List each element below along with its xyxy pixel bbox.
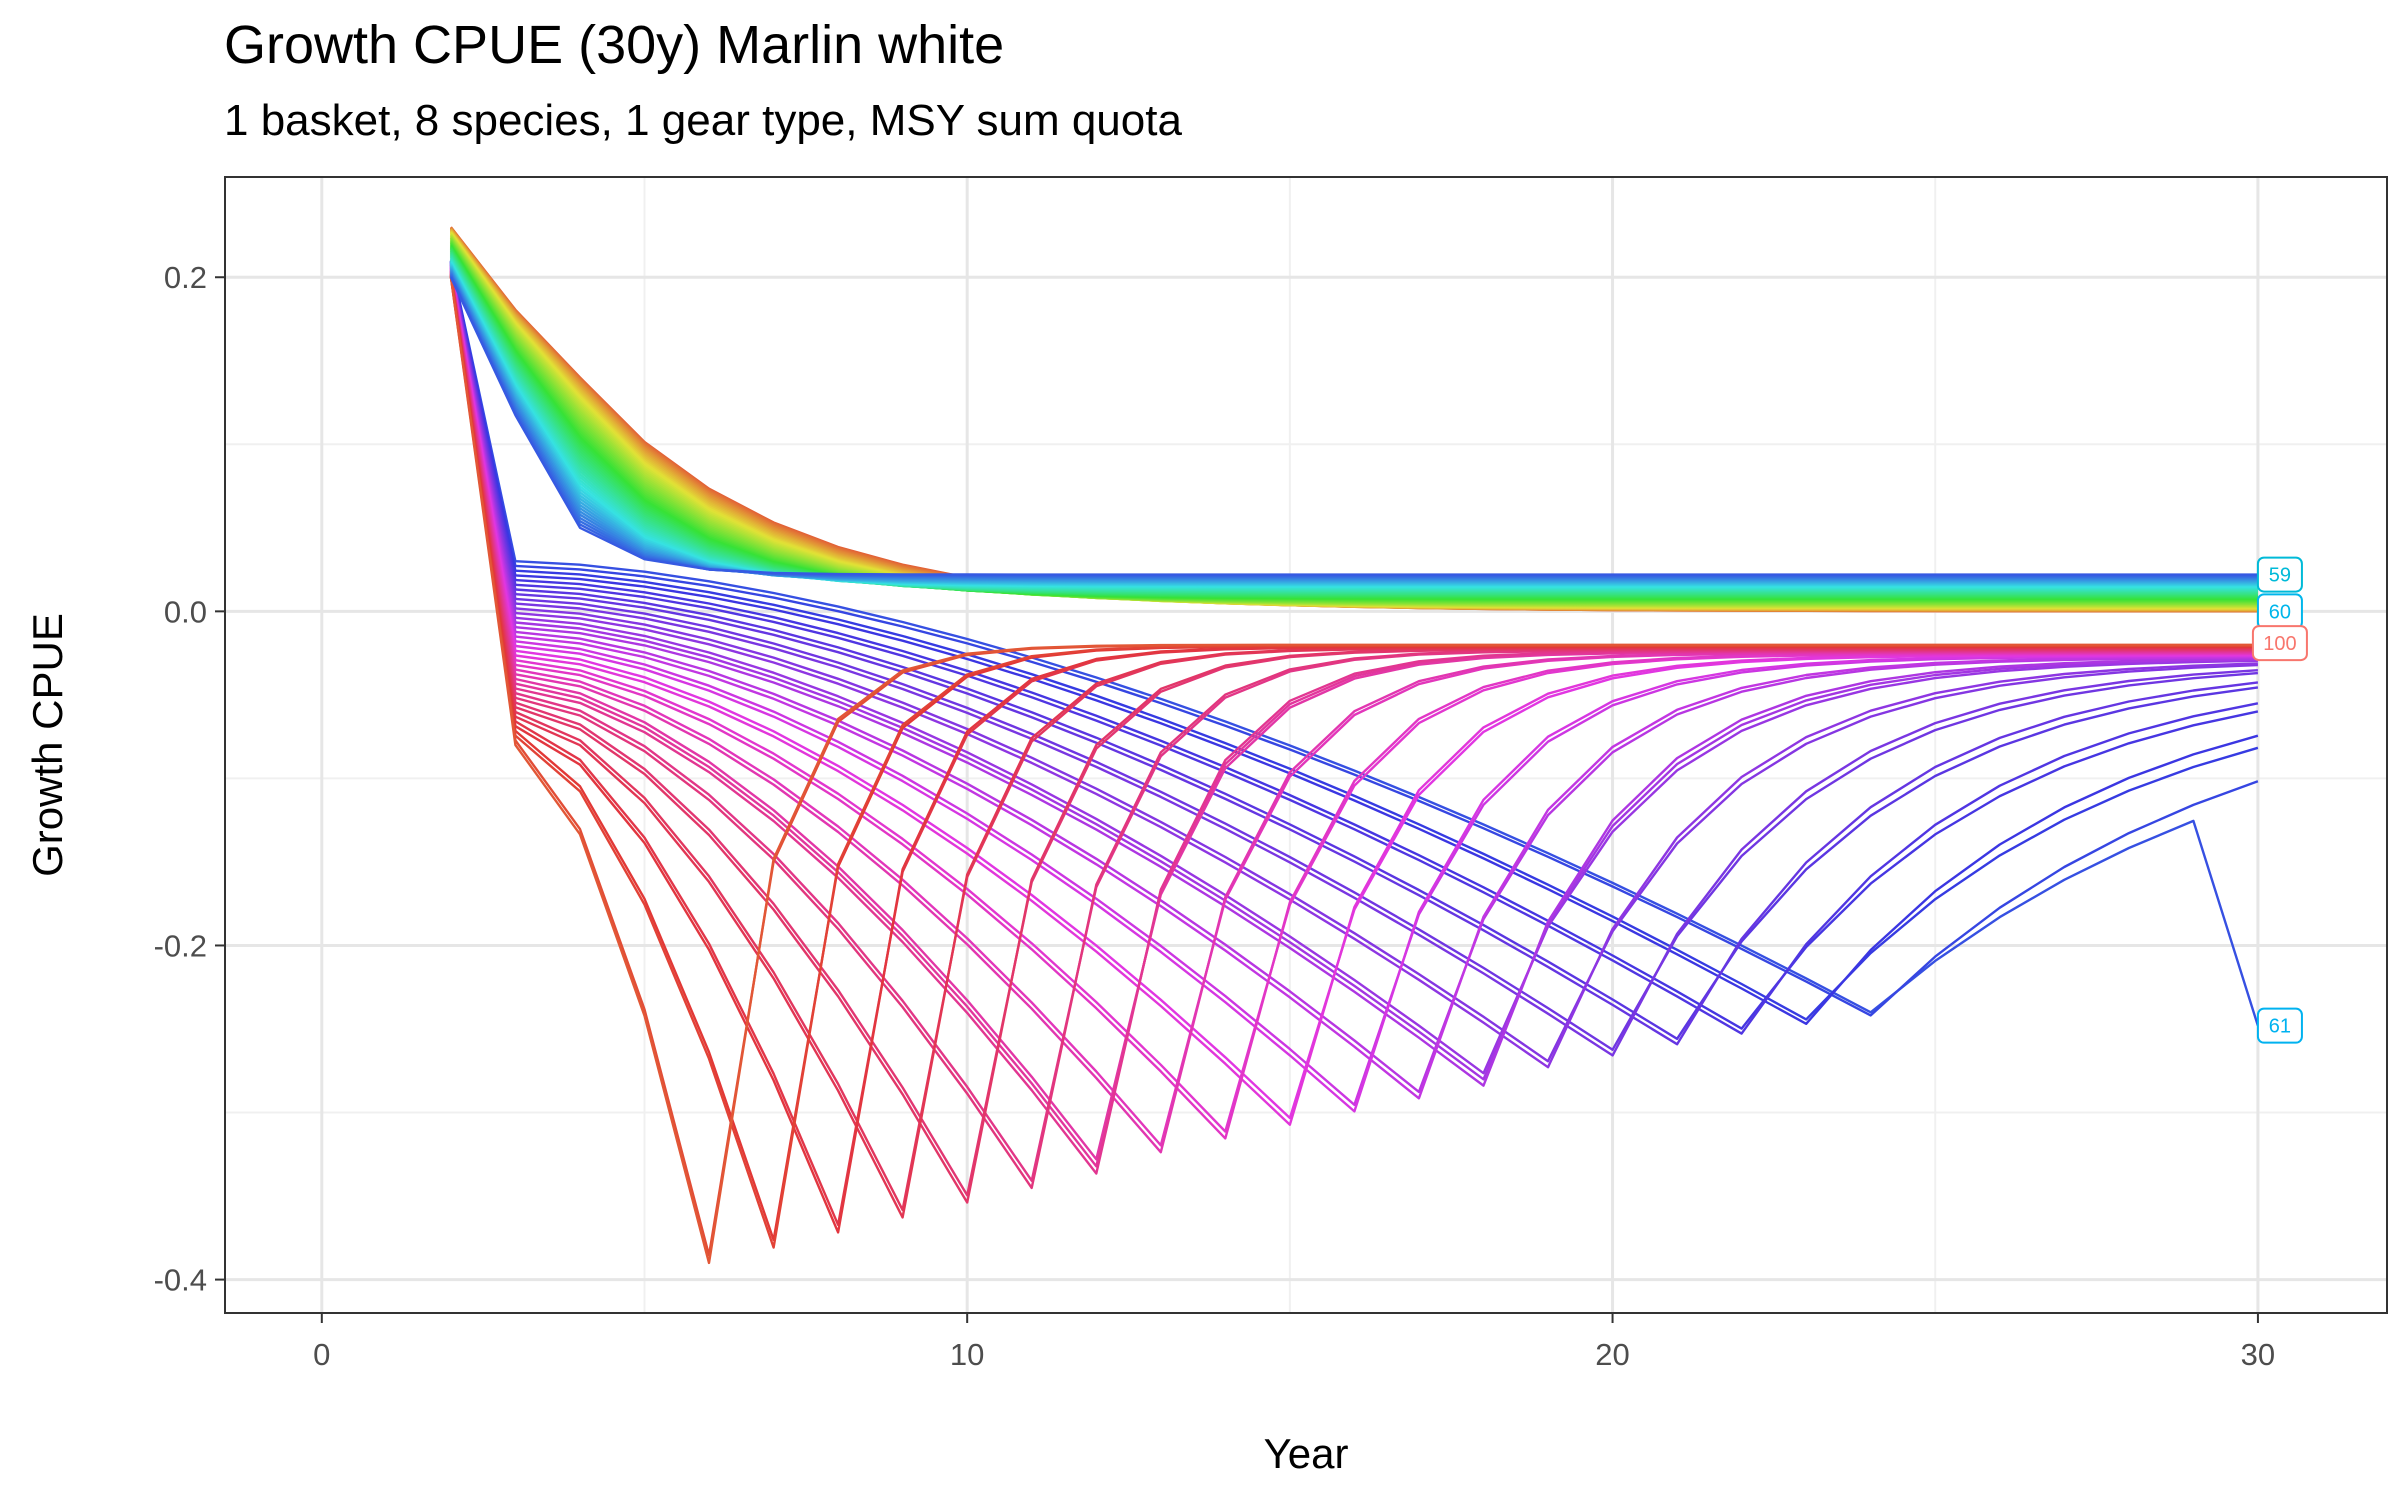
- end-label-text: 59: [2269, 565, 2291, 587]
- series-line-62: [449, 260, 2259, 1017]
- series-lines: [449, 226, 2260, 1265]
- end-label-60: 60: [2256, 593, 2303, 630]
- series-line-75: [449, 266, 2258, 1087]
- series-line-66: [449, 262, 2259, 1035]
- series-line-87: [449, 271, 2258, 1168]
- grid: [225, 177, 2387, 1313]
- series-line-100: [449, 277, 2258, 1265]
- series-line-69: [449, 263, 2258, 1051]
- end-label-61: 61: [2256, 1007, 2303, 1044]
- series-line-82: [449, 269, 2258, 1133]
- axes: 0 10 20 30 0.2 0.0 -0.2 -0.4: [154, 260, 2276, 1372]
- series-line-63: [449, 261, 2259, 1021]
- end-label-59: 59: [2256, 556, 2303, 593]
- end-label-box: [2256, 556, 2303, 593]
- end-labels: 59 60 100 61: [2251, 556, 2308, 1044]
- series-line-79: [449, 267, 2258, 1113]
- y-tick-label: -0.4: [154, 1263, 207, 1298]
- y-tick-label: 0.2: [164, 260, 207, 295]
- series-line-77: [449, 267, 2258, 1100]
- x-tick-label: 20: [1595, 1337, 1629, 1372]
- y-axis-title: Growth CPUE: [24, 613, 71, 877]
- end-label-text: 61: [2269, 1016, 2291, 1038]
- series-line-72: [449, 264, 2258, 1069]
- series-line-70: [449, 264, 2258, 1057]
- x-tick-label: 30: [2241, 1337, 2275, 1372]
- series-line-65: [449, 261, 2259, 1030]
- series-line-68: [449, 263, 2259, 1046]
- series-line-74: [449, 265, 2258, 1081]
- series-line-93: [449, 274, 2258, 1212]
- series-line-91: [449, 273, 2258, 1197]
- end-label-100: 100: [2251, 625, 2308, 662]
- x-tick-label: 0: [313, 1337, 330, 1372]
- series-line-61: [449, 260, 2260, 1027]
- end-label-text: 60: [2269, 601, 2291, 623]
- chart-subtitle: 1 basket, 8 species, 1 gear type, MSY su…: [224, 96, 1182, 145]
- x-tick-label: 10: [950, 1337, 984, 1372]
- series-line-60: [449, 276, 2258, 576]
- y-tick-label: 0.0: [164, 594, 207, 629]
- series-line-73: [449, 265, 2258, 1075]
- series-line-95: [449, 274, 2258, 1226]
- series-line-76: [449, 266, 2258, 1094]
- end-label-box: [2251, 625, 2308, 662]
- y-tick-label: -0.2: [154, 928, 207, 963]
- series-line-88: [449, 271, 2258, 1175]
- chart-title: Growth CPUE (30y) Marlin white: [224, 15, 1005, 75]
- series-line-67: [449, 262, 2259, 1040]
- series-line-71: [449, 264, 2258, 1063]
- series-line-83: [449, 269, 2258, 1140]
- end-label-text: 100: [2263, 633, 2296, 655]
- series-line-92: [449, 273, 2258, 1204]
- end-label-box: [2256, 1007, 2303, 1044]
- plot-panel-border: [224, 176, 2388, 1314]
- x-axis-title: Year: [1264, 1430, 1349, 1477]
- series-line-64: [449, 261, 2259, 1025]
